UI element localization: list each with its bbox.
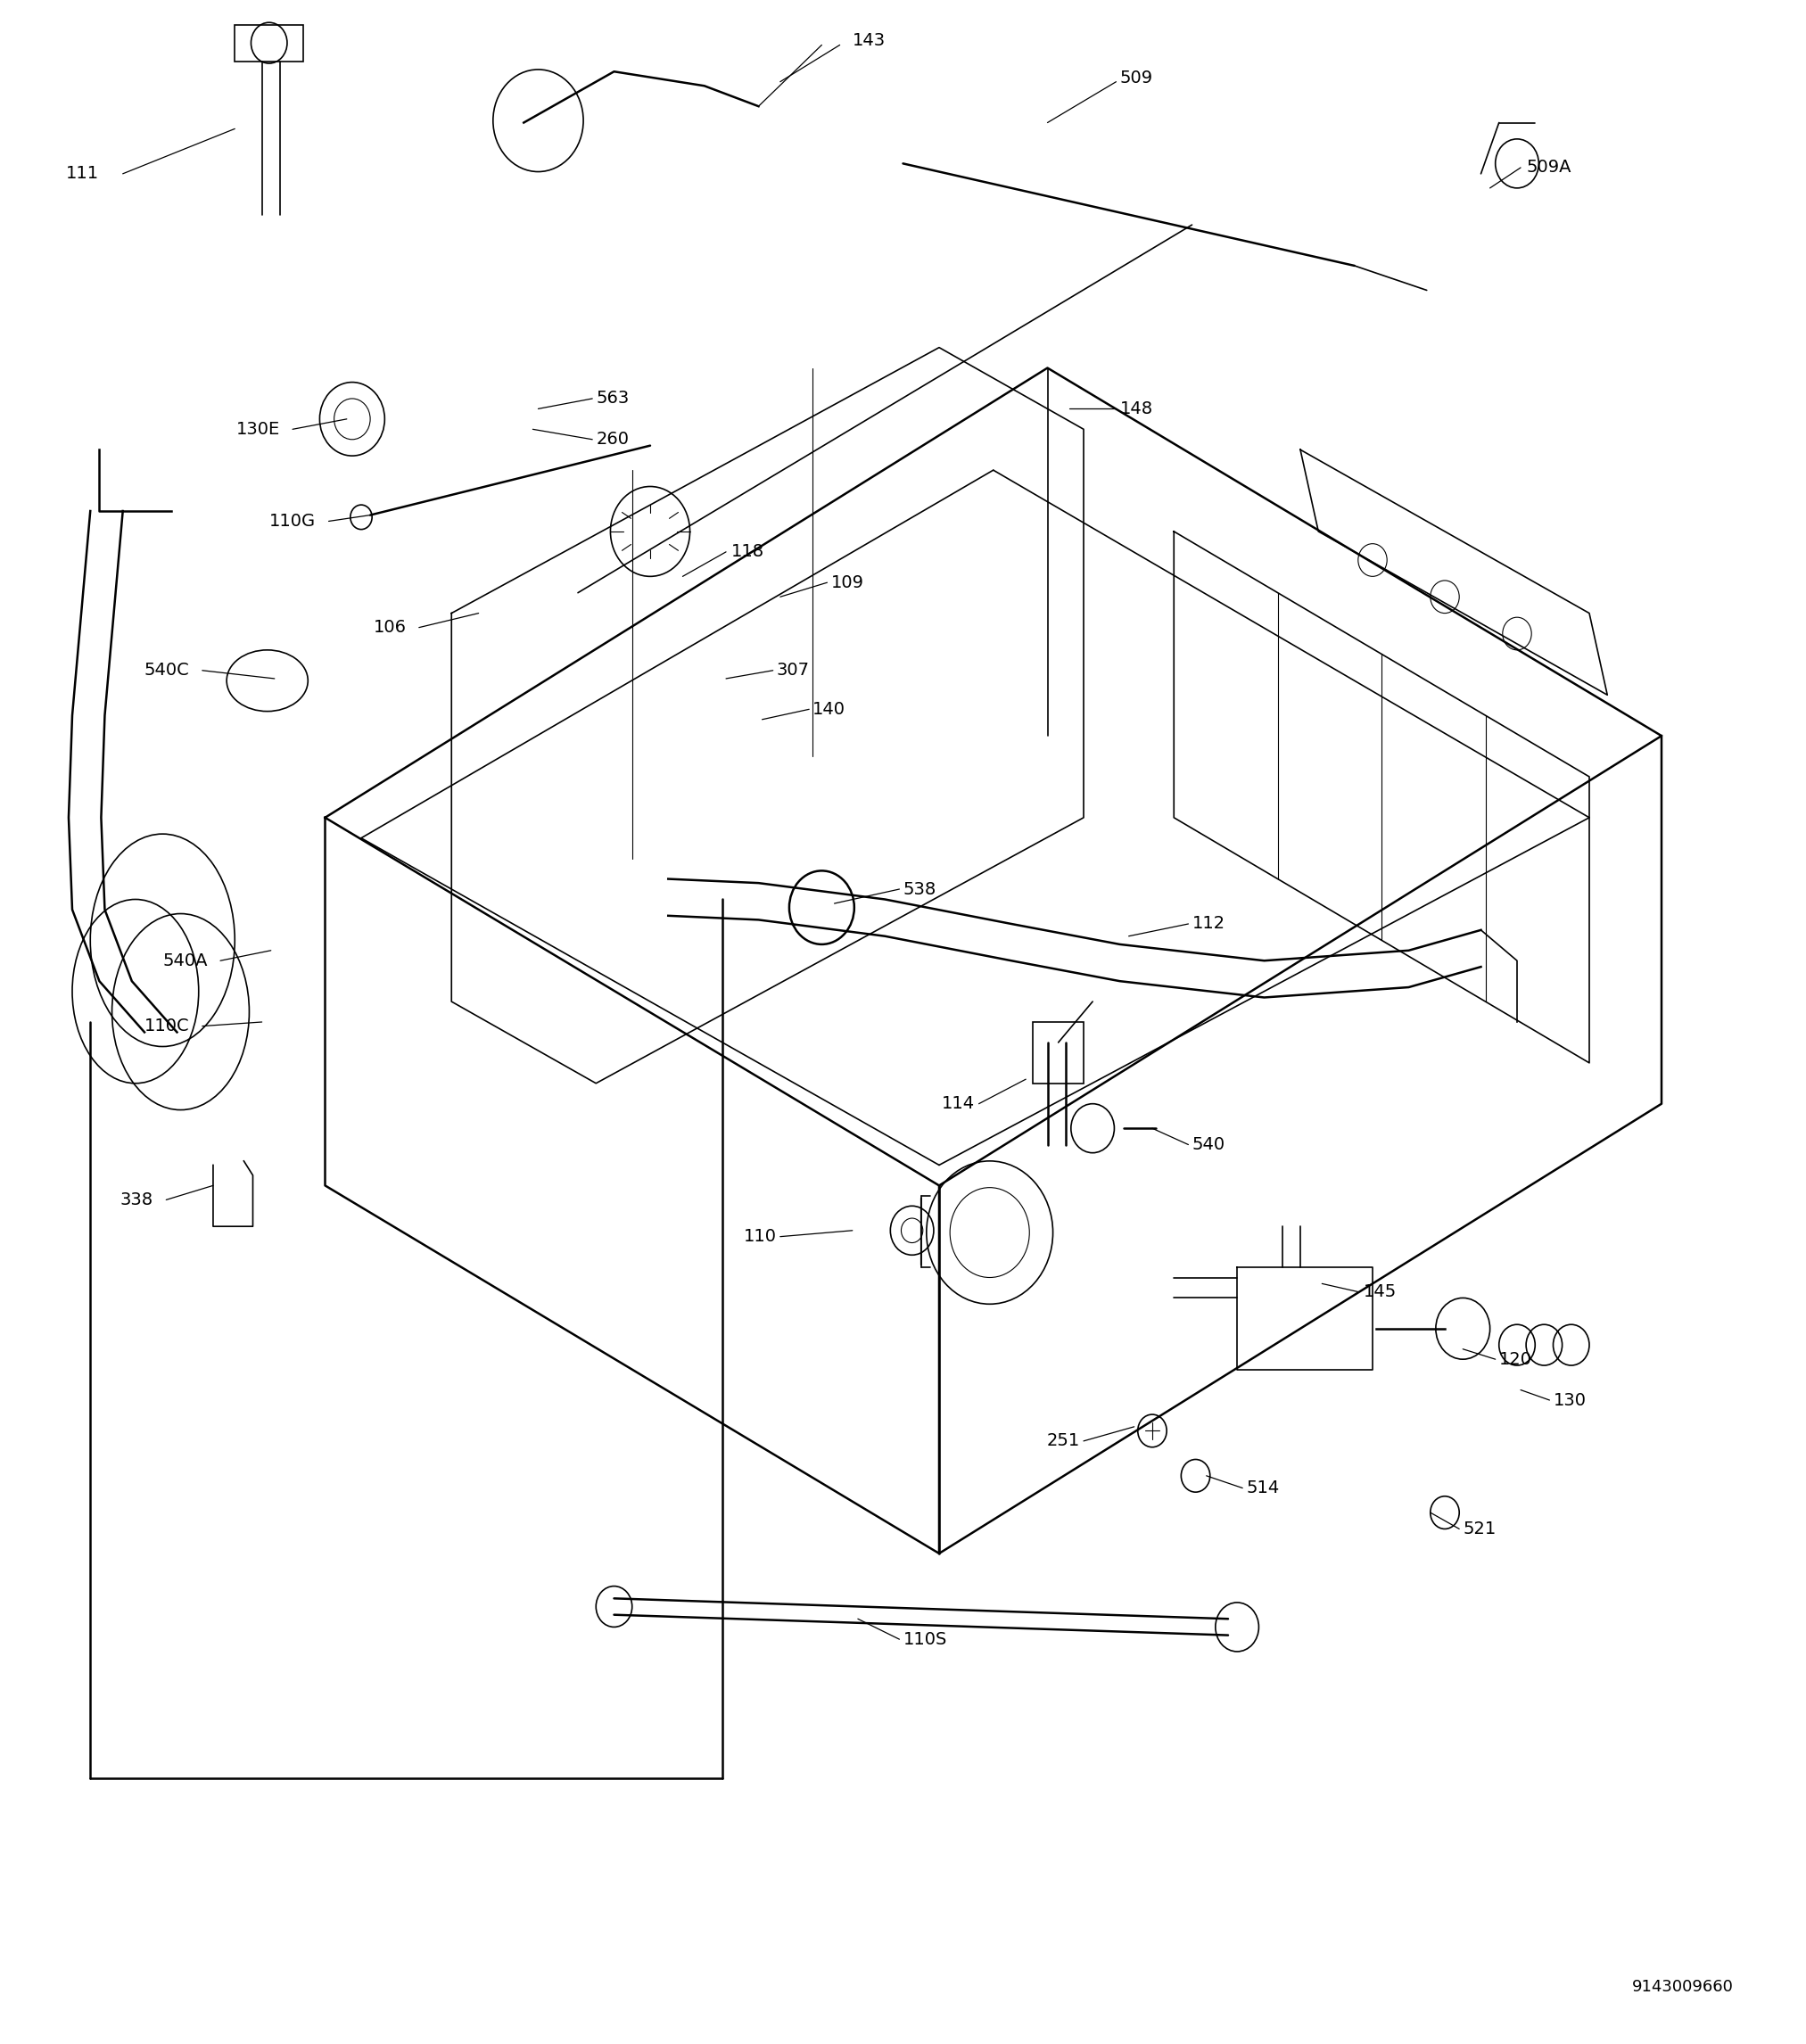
Text: 110G: 110G (269, 513, 316, 529)
Text: 9143009660: 9143009660 (1633, 1979, 1734, 1995)
Text: 109: 109 (831, 574, 863, 591)
Text: 509: 509 (1120, 69, 1152, 86)
Text: 110: 110 (744, 1228, 777, 1245)
Text: 111: 111 (67, 166, 99, 182)
Text: 118: 118 (731, 544, 764, 560)
Text: 148: 148 (1120, 401, 1152, 417)
Text: 112: 112 (1192, 916, 1224, 932)
Text: 140: 140 (813, 701, 845, 717)
Text: 145: 145 (1364, 1284, 1396, 1300)
Text: 540: 540 (1192, 1136, 1224, 1153)
Text: 563: 563 (596, 390, 628, 407)
Text: 538: 538 (903, 881, 936, 897)
Text: 509A: 509A (1526, 159, 1571, 176)
Text: 540C: 540C (144, 662, 190, 679)
Bar (235, 25, 303, 61)
Text: 130E: 130E (237, 421, 280, 437)
Text: 521: 521 (1463, 1521, 1495, 1537)
Text: 110C: 110C (144, 1018, 190, 1034)
Text: 130: 130 (1553, 1392, 1586, 1408)
Bar (1033, 1022, 1084, 1083)
Text: 143: 143 (852, 33, 885, 49)
Text: 540A: 540A (163, 953, 208, 969)
Text: 120: 120 (1499, 1351, 1531, 1367)
Text: 114: 114 (943, 1096, 975, 1112)
Text: 307: 307 (777, 662, 809, 679)
Text: 338: 338 (121, 1192, 154, 1208)
Text: 110S: 110S (903, 1631, 946, 1647)
Text: 106: 106 (374, 619, 406, 636)
Text: 260: 260 (596, 431, 628, 448)
Text: 514: 514 (1246, 1480, 1279, 1496)
Text: 251: 251 (1047, 1433, 1080, 1449)
